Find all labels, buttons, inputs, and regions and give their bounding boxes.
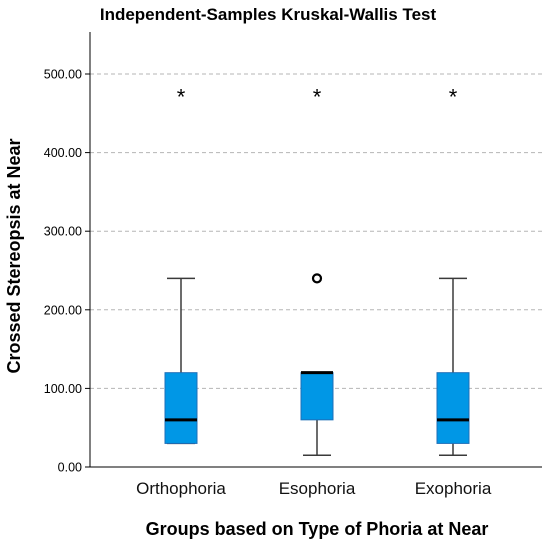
extreme-point: * (177, 85, 186, 110)
x-category-label: Esophoria (279, 479, 356, 498)
x-category-label: Orthophoria (136, 479, 226, 498)
outlier-point (311, 273, 323, 284)
extreme-point: * (449, 85, 458, 110)
boxes: * * * (164, 85, 470, 456)
chart-title: Independent-Samples Kruskal-Wallis Test (100, 5, 437, 24)
axes (85, 32, 542, 468)
x-category-labels: Orthophoria Esophoria Exophoria (136, 479, 492, 498)
y-tick-label: 500.00 (44, 68, 82, 82)
y-tick-label: 0.00 (58, 461, 82, 475)
x-category-label: Exophoria (415, 479, 492, 498)
iqr-box (436, 372, 470, 444)
y-tick-label: 100.00 (44, 382, 82, 396)
y-tick-labels: 0.00 100.00 200.00 300.00 400.00 500.00 (44, 68, 82, 475)
extreme-point: * (313, 85, 322, 110)
box-group-exophoria: * (436, 85, 470, 456)
x-axis-title: Groups based on Type of Phoria at Near (146, 519, 489, 539)
y-axis-title: Crossed Stereopsis at Near (4, 138, 24, 373)
y-tick-label: 400.00 (44, 146, 82, 160)
iqr-box (300, 372, 334, 421)
y-tick-label: 300.00 (44, 225, 82, 239)
box-group-esophoria: * (300, 85, 334, 456)
box-group-orthophoria: * (164, 85, 198, 445)
y-tick-label: 200.00 (44, 303, 82, 317)
iqr-box (164, 372, 198, 444)
gridlines (90, 73, 542, 389)
